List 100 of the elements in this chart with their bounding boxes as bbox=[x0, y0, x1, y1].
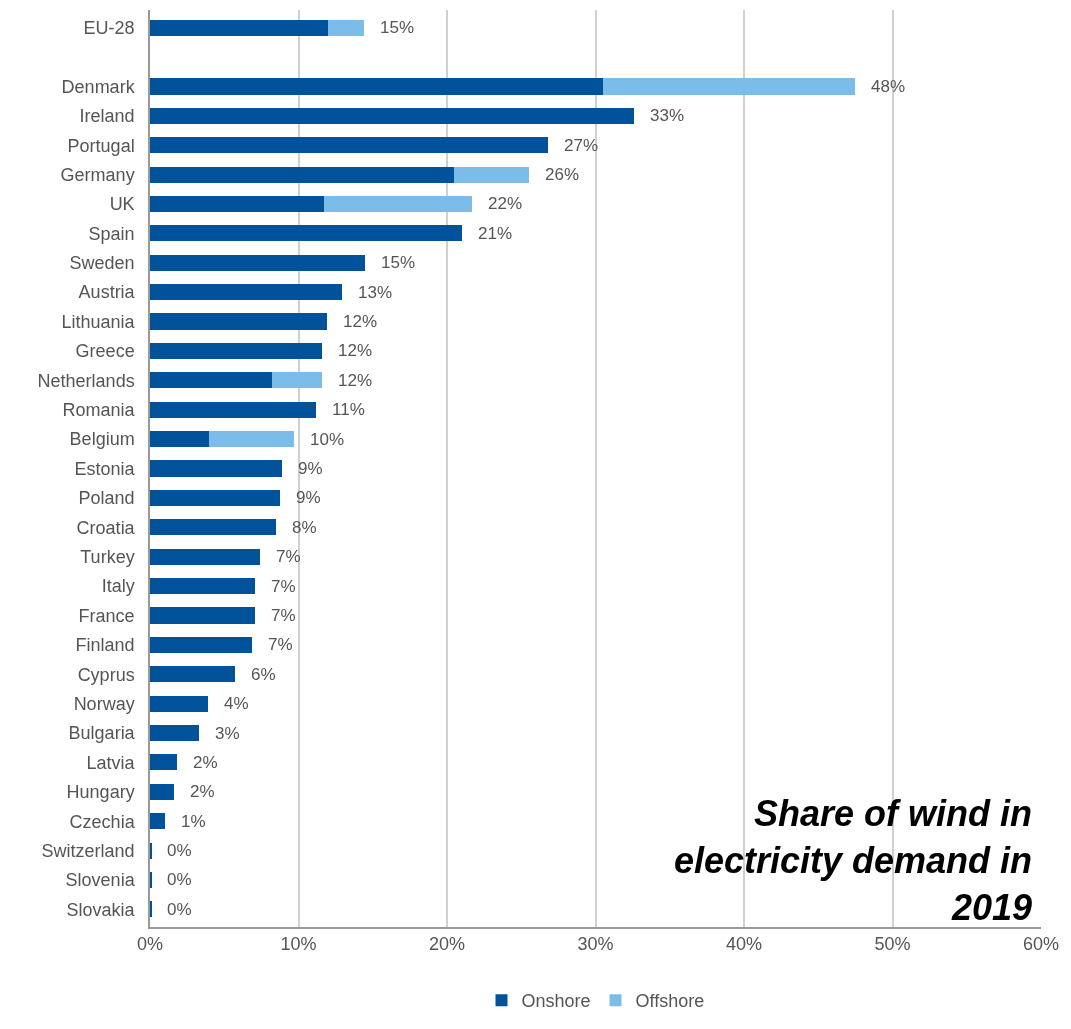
y-tick-label: Greece bbox=[75, 341, 135, 362]
y-tick-label: Poland bbox=[78, 488, 135, 509]
bar bbox=[150, 783, 174, 800]
bar bbox=[323, 195, 473, 213]
legend-label: Onshore bbox=[521, 991, 591, 1012]
y-tick-label: Portugal bbox=[67, 135, 135, 156]
text: 33% bbox=[650, 106, 685, 125]
y-tick-label: Czechia bbox=[69, 811, 136, 832]
x-tick-label: 20% bbox=[428, 934, 466, 955]
y-tick-label: Austria bbox=[78, 282, 136, 303]
y-tick-label: Belgium bbox=[69, 429, 135, 450]
bar bbox=[150, 636, 253, 653]
text: 11% bbox=[332, 400, 365, 419]
bar bbox=[150, 695, 208, 712]
y-tick-label: Slovenia bbox=[65, 870, 136, 891]
text: 12% bbox=[338, 341, 373, 360]
bar bbox=[150, 137, 548, 154]
bar bbox=[150, 724, 200, 742]
y-tick-label: Denmark bbox=[61, 76, 136, 97]
bar bbox=[150, 372, 272, 389]
legend-label: Offshore bbox=[635, 991, 705, 1012]
bar bbox=[150, 666, 235, 683]
text: 1% bbox=[181, 812, 206, 831]
text: 15% bbox=[381, 253, 416, 272]
y-tick-label: Netherlands bbox=[37, 370, 135, 391]
text: 21% bbox=[478, 224, 513, 243]
text: 4% bbox=[224, 694, 249, 713]
y-tick-label: Bulgaria bbox=[68, 723, 136, 744]
bar bbox=[150, 107, 635, 124]
bar bbox=[454, 166, 529, 183]
text: 12% bbox=[338, 371, 373, 390]
y-tick-label: Spain bbox=[88, 223, 135, 244]
y-tick-label: Italy bbox=[101, 576, 135, 597]
text: 0% bbox=[167, 870, 192, 889]
bar bbox=[150, 284, 342, 301]
y-tick-label: Cyprus bbox=[77, 664, 135, 685]
x-tick-label: 30% bbox=[577, 934, 614, 955]
y-tick-label: Romania bbox=[62, 400, 136, 421]
text: 7% bbox=[276, 547, 301, 566]
y-tick-label: Switzerland bbox=[41, 840, 135, 861]
text: 0% bbox=[167, 841, 192, 860]
text: 26% bbox=[545, 165, 580, 184]
text: 2% bbox=[193, 753, 218, 772]
text: 48% bbox=[871, 77, 906, 96]
text: 2% bbox=[190, 782, 215, 801]
text: 7% bbox=[268, 635, 293, 654]
bar bbox=[150, 225, 462, 242]
x-tick-label: 10% bbox=[280, 934, 317, 955]
y-tick-label: Lithuania bbox=[61, 311, 136, 332]
text: 15% bbox=[380, 18, 415, 37]
y-tick-label: Finland bbox=[75, 635, 135, 656]
bar bbox=[602, 78, 856, 95]
y-tick-label: Norway bbox=[73, 693, 135, 714]
y-tick-label: Hungary bbox=[66, 782, 135, 803]
y-tick-label: Turkey bbox=[80, 546, 135, 567]
x-tick-label: 50% bbox=[874, 934, 911, 955]
bar bbox=[209, 431, 295, 448]
bar bbox=[150, 254, 366, 271]
text: 7% bbox=[271, 606, 296, 625]
y-tick-label: UK bbox=[109, 194, 135, 215]
text: 22% bbox=[488, 194, 523, 213]
bar bbox=[150, 431, 210, 448]
text: 0% bbox=[167, 900, 192, 919]
text: 3% bbox=[215, 724, 240, 743]
text: 13% bbox=[358, 283, 393, 302]
y-tick-label: Latvia bbox=[86, 752, 136, 773]
bar bbox=[150, 166, 455, 183]
bar bbox=[150, 460, 283, 477]
x-tick-label: 40% bbox=[725, 934, 763, 955]
x-tick-label: 0% bbox=[136, 934, 164, 955]
y-tick-label: Sweden bbox=[69, 253, 135, 274]
text: 12% bbox=[343, 312, 378, 331]
text: 9% bbox=[298, 459, 323, 478]
bar bbox=[150, 813, 165, 830]
bar bbox=[150, 401, 317, 418]
bar bbox=[150, 548, 260, 565]
text: 9% bbox=[296, 488, 321, 507]
text: 27% bbox=[564, 136, 599, 155]
y-tick-label: Estonia bbox=[74, 458, 136, 479]
y-tick-label: EU-28 bbox=[83, 17, 135, 38]
bar bbox=[150, 313, 327, 330]
bar bbox=[150, 607, 256, 624]
bar bbox=[150, 342, 323, 360]
y-tick-label: Ireland bbox=[79, 106, 135, 127]
bar bbox=[150, 78, 603, 95]
bar bbox=[150, 577, 256, 595]
bar bbox=[328, 19, 364, 36]
text: 10% bbox=[310, 430, 345, 449]
y-tick-label: Croatia bbox=[76, 517, 136, 538]
bar bbox=[150, 19, 329, 36]
bar bbox=[150, 519, 277, 536]
text: Share of wind in electricity demand in 2019 bbox=[673, 793, 1033, 928]
text: 6% bbox=[251, 665, 276, 684]
y-tick-label: Slovakia bbox=[66, 899, 136, 920]
text: 8% bbox=[292, 518, 317, 537]
bar bbox=[271, 372, 323, 389]
y-tick-label: Germany bbox=[60, 164, 135, 185]
text: 7% bbox=[271, 577, 296, 596]
bar bbox=[150, 489, 280, 506]
bar bbox=[150, 754, 177, 771]
